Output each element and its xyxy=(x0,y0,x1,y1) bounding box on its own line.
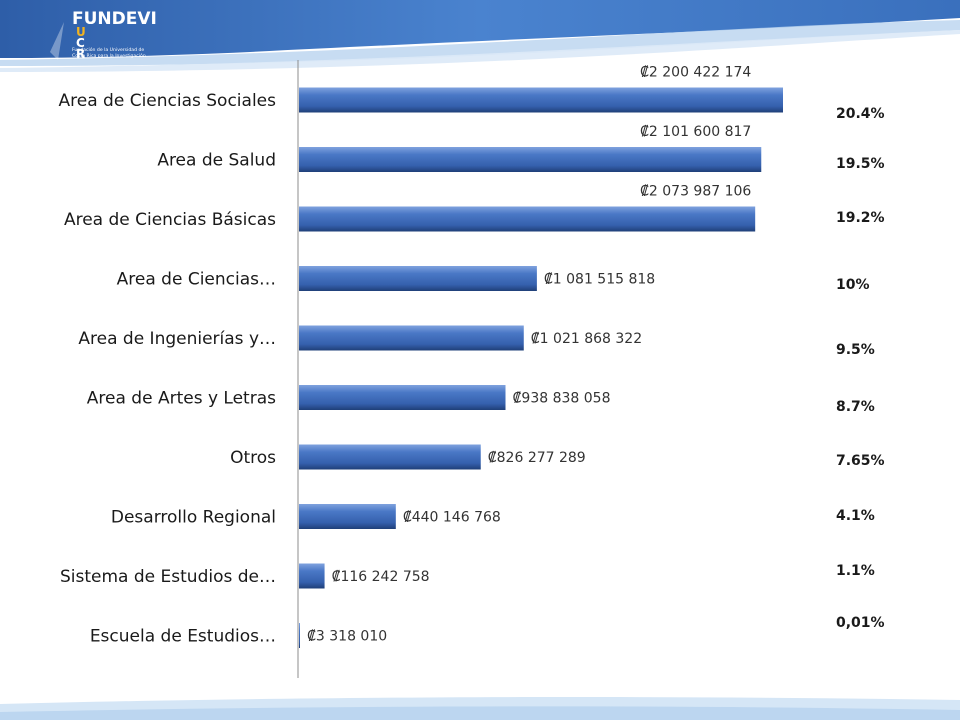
category-tick-label: Area de Ciencias Básicas xyxy=(64,210,276,230)
bar-value-label: ₡2 073 987 106 xyxy=(640,184,751,200)
bar-value-label: ₡1 021 868 322 xyxy=(531,331,642,347)
bar xyxy=(299,147,762,172)
header-swoosh xyxy=(0,0,960,72)
bar xyxy=(299,325,524,351)
logo-subtitle-line: Costa Rica para la Investigación xyxy=(72,52,146,59)
category-tick-label: Area de Salud xyxy=(157,151,276,171)
percent-labels: 20.4% 19.5% 19.2% 10% 9.5% 8.7% 7.65% 4.1% 1.1% 0… xyxy=(836,106,885,631)
bar xyxy=(299,504,396,529)
percent-label: 20.4% xyxy=(836,106,885,122)
category-tick-label: Area de Ciencias Sociales xyxy=(59,91,277,111)
bar-value-label: ₡3 318 010 xyxy=(307,629,387,645)
percent-label: 19.2% xyxy=(836,210,885,226)
percent-label: 9.5% xyxy=(836,342,875,358)
bar xyxy=(299,563,325,589)
logo-letter: U xyxy=(76,25,86,39)
category-tick-label: Area de Ingenierías y… xyxy=(78,329,276,349)
logo-emblem-icon xyxy=(50,22,64,60)
logo-title: FUNDEVI xyxy=(72,9,157,29)
percent-label: 1.1% xyxy=(836,563,875,579)
category-tick-label: Sistema de Estudios de… xyxy=(60,567,276,587)
percent-label: 10% xyxy=(836,277,870,293)
bar xyxy=(299,623,300,648)
footer-swoosh xyxy=(0,697,960,720)
bar-value-label: ₡116 242 758 xyxy=(332,569,430,585)
percent-label: 4.1% xyxy=(836,508,875,524)
bar-value-label: ₡826 277 289 xyxy=(488,450,586,466)
bar-value-label: ₡938 838 058 xyxy=(513,391,611,407)
category-tick-label: Otros xyxy=(230,448,276,468)
category-tick-label: Area de Ciencias… xyxy=(117,270,276,290)
bar-chart: Area de Ciencias Sociales Area de Salud Ar… xyxy=(59,60,885,678)
bar xyxy=(299,206,756,232)
category-labels: Area de Ciencias Sociales Area de Salud Ar… xyxy=(59,91,277,647)
bar xyxy=(299,444,481,470)
bar-value-label: ₡1 081 515 818 xyxy=(544,272,655,288)
category-tick-label: Desarrollo Regional xyxy=(111,508,276,528)
percent-label: 19.5% xyxy=(836,156,885,172)
logo-subtitle-line: Fundación de la Universidad de xyxy=(72,46,144,53)
bar xyxy=(299,385,506,410)
percent-label: 0,01% xyxy=(836,615,885,631)
bar xyxy=(299,266,537,291)
category-tick-label: Escuela de Estudios… xyxy=(90,627,276,647)
fundevi-logo: FUNDEVI U C R Fundación de la Universida… xyxy=(50,9,157,61)
category-tick-label: Area de Artes y Letras xyxy=(87,389,276,409)
bars xyxy=(299,87,783,648)
percent-label: 8.7% xyxy=(836,399,875,415)
percent-label: 7.65% xyxy=(836,453,885,469)
value-labels: ₡2 200 422 174 ₡2 101 600 817 ₡2 073 987 1… xyxy=(307,65,751,645)
bar xyxy=(299,87,783,113)
logo-letter: C xyxy=(76,36,85,50)
bar-value-label: ₡2 200 422 174 xyxy=(640,65,751,81)
bar-value-label: ₡440 146 768 xyxy=(403,510,501,526)
logo-letter: R xyxy=(76,47,85,61)
bar-value-label: ₡2 101 600 817 xyxy=(640,124,751,140)
